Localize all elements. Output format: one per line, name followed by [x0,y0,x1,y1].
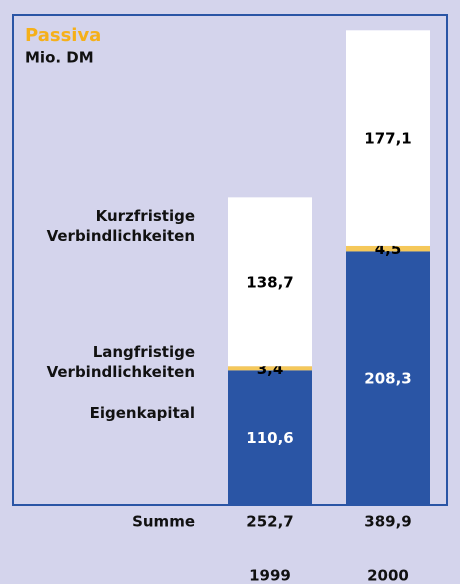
chart-subtitle: Mio. DM [25,49,94,67]
bar-segment [228,366,312,371]
legend-label: Kurzfristige Verbindlichkeiten [46,207,195,245]
x-tick-label: 1999 [249,567,291,584]
x-tick-label: 2000 [367,567,409,584]
value-label: 208,3 [364,370,411,388]
total-label: Summe [132,513,195,531]
legend-label: Eigenkapital [89,404,195,422]
value-label: 110,6 [246,429,293,447]
bar-segment [228,370,312,505]
chart-title: Passiva [25,25,101,46]
legend-label: Langfristige Verbindlichkeiten [46,343,195,381]
bar-segment [346,251,430,505]
bar-segment [346,245,430,252]
value-label: 177,1 [364,130,411,148]
bar-segment [228,197,312,367]
total-value: 389,9 [364,513,411,531]
value-label: 138,7 [246,273,293,291]
total-value: 252,7 [246,513,293,531]
bar-segment [346,30,430,246]
